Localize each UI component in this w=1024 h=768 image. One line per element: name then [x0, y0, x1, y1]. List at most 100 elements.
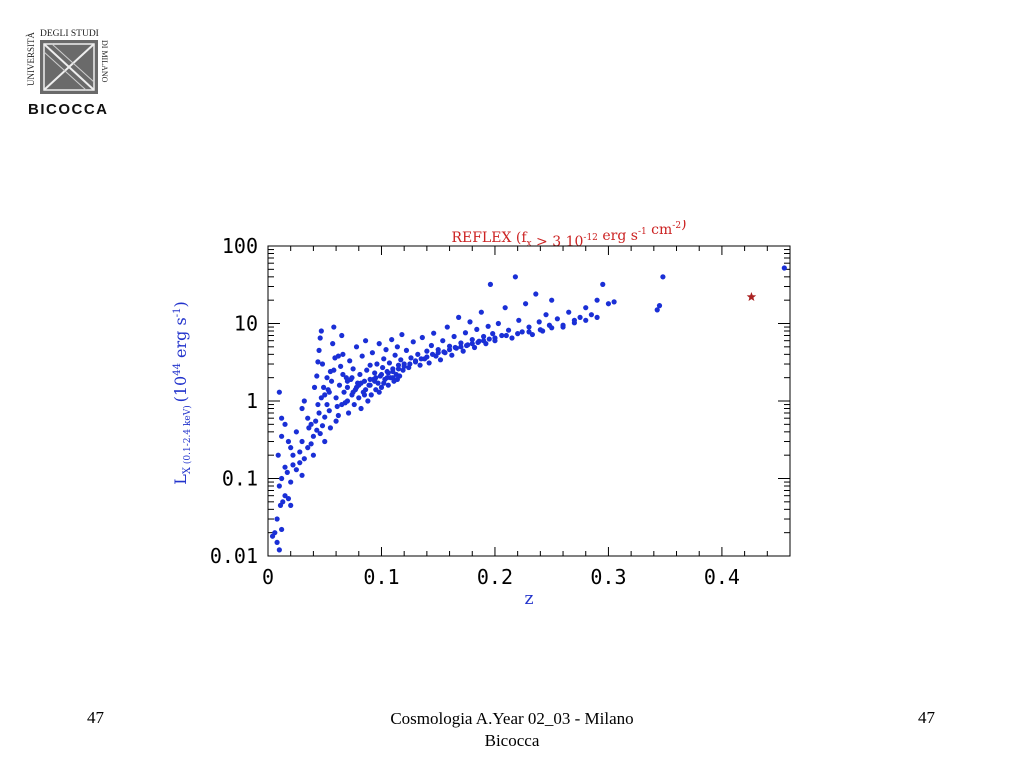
data-point: [469, 336, 475, 343]
data-point: [390, 368, 396, 375]
data-point: [350, 389, 356, 395]
data-point: [372, 378, 378, 384]
data-point: [385, 382, 391, 388]
data-point: [611, 299, 617, 305]
data-point: [495, 320, 501, 327]
slide-number-right: 47: [918, 708, 935, 727]
data-point: [345, 410, 352, 416]
data-point: [451, 333, 457, 340]
data-point: [356, 395, 362, 401]
data-point: [279, 475, 285, 482]
data-point: [399, 331, 405, 338]
data-point: [549, 325, 555, 331]
data-point: [549, 297, 555, 303]
data-point: [509, 335, 515, 341]
data-point: [781, 265, 787, 271]
data-point: [654, 307, 660, 313]
data-point: [385, 370, 391, 376]
data-point: [536, 319, 542, 325]
data-point: [516, 317, 522, 323]
data-point: [485, 323, 491, 329]
data-point: [333, 418, 339, 424]
data-point: [390, 375, 396, 381]
data-point: [440, 338, 446, 344]
data-point: [362, 387, 369, 393]
footer-line-1: Cosmologia A.Year 02_03 - Milano: [390, 709, 634, 728]
data-point: [478, 309, 484, 315]
data-point: [299, 472, 305, 478]
data-point: [372, 370, 378, 376]
chart-title-text: REFLEX (fx > 3 10-12 erg s-1 cm-2): [451, 220, 686, 250]
data-point: [449, 352, 455, 358]
data-point: [288, 479, 294, 485]
x-tick-label: 0.1: [363, 565, 399, 589]
data-point: [526, 329, 532, 335]
data-point: [660, 274, 666, 280]
data-point: [279, 526, 285, 533]
data-point: [384, 375, 390, 381]
data-point: [571, 320, 577, 326]
data-point: [319, 423, 326, 429]
data-point: [351, 401, 357, 408]
university-logo: UNIVERSITÀ DEGLI STUDI DI MILANO BICOCCA: [22, 24, 116, 120]
data-point: [275, 452, 281, 458]
data-point: [481, 338, 487, 344]
data-point: [428, 342, 435, 349]
data-point: [321, 384, 327, 390]
data-points: [269, 265, 787, 553]
data-point: [285, 496, 292, 502]
data-point: [324, 375, 330, 381]
data-point: [316, 410, 322, 416]
x-tick-label: 0.4: [704, 565, 740, 589]
data-point: [424, 354, 430, 360]
data-point: [316, 347, 322, 353]
data-point: [376, 341, 382, 347]
data-point: [327, 425, 334, 431]
data-point: [361, 392, 368, 398]
data-point: [401, 363, 407, 369]
data-point: [398, 357, 404, 363]
data-point: [315, 359, 321, 365]
data-point: [288, 502, 294, 508]
data-point: [301, 456, 307, 462]
data-point: [560, 322, 566, 328]
data-point: [583, 317, 589, 323]
data-point: [460, 348, 466, 354]
y-tick-label: 0.01: [210, 544, 258, 568]
data-point: [429, 351, 436, 357]
data-point: [426, 360, 432, 366]
data-point: [290, 462, 296, 468]
data-point: [318, 395, 324, 401]
data-point: [407, 361, 413, 367]
data-point: [412, 358, 419, 364]
data-point: [499, 332, 505, 339]
data-point: [481, 333, 487, 340]
data-point: [566, 309, 572, 315]
logo-text-side: DI MILANO: [100, 40, 109, 83]
data-point: [537, 327, 543, 333]
y-axis-label: LX (0.1-2.4 keV) (1044 erg s-1): [171, 301, 193, 484]
data-point: [344, 378, 351, 384]
data-point: [600, 281, 606, 287]
data-point: [577, 314, 583, 320]
data-point: [505, 327, 512, 333]
data-point: [357, 371, 363, 378]
data-point: [394, 344, 400, 350]
data-point: [310, 452, 316, 458]
y-tick-label: 10: [234, 312, 258, 336]
logo-text-top: DEGLI STUDI: [40, 29, 99, 39]
data-point: [322, 414, 328, 420]
data-point: [335, 353, 341, 359]
data-point: [317, 430, 323, 437]
data-point: [336, 382, 343, 388]
data-point: [386, 360, 393, 366]
data-point: [469, 341, 475, 347]
data-point: [274, 516, 280, 522]
chart-canvas: REFLEX (fx > 3 10-12 erg s-1 cm-2) 0 0.1 0…: [171, 216, 791, 609]
slide-number-left: 47: [87, 708, 104, 727]
data-point: [492, 335, 498, 341]
data-point: [463, 342, 470, 349]
data-point: [299, 405, 305, 412]
data-point: [338, 363, 344, 369]
footer-line-2: Bicocca: [484, 731, 540, 750]
